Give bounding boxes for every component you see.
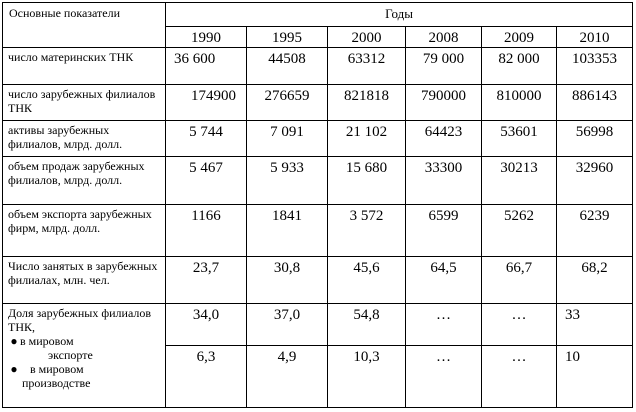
header-row-1: Основные показатели Годы <box>2 1 634 49</box>
cell-value: 64,5 <box>405 255 482 304</box>
table-row-share-production: 6,3 4,9 10,3 … … 10 <box>3 344 634 409</box>
cell-value: 53601 <box>481 120 557 158</box>
cell-value: 4,9 <box>246 344 328 409</box>
year-2010: 2010 <box>555 26 634 49</box>
row-label: число зарубежных филиалов ТНК <box>2 84 166 122</box>
table-row: число зарубежных филиалов ТНК 174900 276… <box>2 84 634 122</box>
cell-value: 37,0 <box>246 302 328 346</box>
cell-value: 44508 <box>246 47 328 86</box>
year-1990: 1990 <box>165 26 247 49</box>
cell-value: 5262 <box>481 204 557 257</box>
cell-value: 30,8 <box>246 255 328 304</box>
cell-value: 886143 <box>555 84 634 122</box>
cell-value: 6599 <box>405 204 482 257</box>
cell-value: 103353 <box>555 47 634 86</box>
cell-value: 3 572 <box>327 204 406 257</box>
cell-value: … <box>481 302 557 346</box>
cell-value: 821818 <box>327 84 406 122</box>
cell-value: 54,8 <box>327 302 406 346</box>
row-label: активы зарубежных филиалов, млрд. долл. <box>2 120 166 158</box>
years-header: Годы <box>164 1 634 28</box>
indicators-header: Основные показатели <box>2 1 166 49</box>
row-label: объем экспорта зарубежных фирм, млрд. до… <box>2 204 166 257</box>
cell-value: 33300 <box>405 156 482 206</box>
cell-value: 66,7 <box>481 255 557 304</box>
cell-value: 6239 <box>555 204 634 257</box>
cell-value: 23,7 <box>165 255 247 304</box>
table-row: объем экспорта зарубежных фирм, млрд. до… <box>2 204 634 257</box>
cell-value: … <box>481 344 557 409</box>
share-bullet-export: ● в мировом <box>8 334 162 348</box>
cell-value: 36 600 <box>165 47 247 86</box>
cell-value: 79 000 <box>405 47 482 86</box>
bullet-icon: ● <box>10 333 18 348</box>
cell-value: 6,3 <box>165 344 247 409</box>
cell-value: 5 467 <box>165 156 247 206</box>
cell-value: 810000 <box>481 84 557 122</box>
share-sub-production: производстве <box>22 375 91 390</box>
cell-value: 30213 <box>481 156 557 206</box>
cell-value: 34,0 <box>165 302 247 346</box>
cell-value: 790000 <box>405 84 482 122</box>
cell-value: 82 000 <box>481 47 557 86</box>
share-sub-export: экспорте <box>48 347 93 362</box>
cell-value: 64423 <box>405 120 482 158</box>
cell-value: 5 744 <box>165 120 247 158</box>
year-1995: 1995 <box>246 26 328 49</box>
share-label: Доля зарубежных филиалов ТНК, <box>8 305 152 334</box>
table-row: Число занятых в зарубежных филиалах, млн… <box>2 255 634 304</box>
row-label: число материнских ТНК <box>2 47 166 86</box>
header-row-years: 1990 1995 2000 2008 2009 2010 <box>3 26 634 49</box>
share-label-cell: Доля зарубежных филиалов ТНК, ● в мировом… <box>2 302 166 409</box>
cell-value: 15 680 <box>327 156 406 206</box>
cell-value: 7 091 <box>246 120 328 158</box>
cell-value: 5 933 <box>246 156 328 206</box>
cell-value: … <box>405 302 482 346</box>
table-row-share-export: Доля зарубежных филиалов ТНК, ● в мировом… <box>2 302 634 409</box>
cell-value: 21 102 <box>327 120 406 158</box>
row-label: объем продаж зарубежных филиалов, млрд. … <box>2 156 166 206</box>
cell-value: 1841 <box>246 204 328 257</box>
cell-value: 174900 <box>165 84 247 122</box>
share-bullet-production: ● в мировом <box>8 362 162 376</box>
cell-value: 68,2 <box>555 255 634 304</box>
cell-value: 10,3 <box>327 344 406 409</box>
table-row: объем продаж зарубежных филиалов, млрд. … <box>2 156 634 206</box>
table-row: число материнских ТНК 36 600 44508 63312… <box>2 47 634 86</box>
cell-value: 56998 <box>555 120 634 158</box>
cell-value: 276659 <box>246 84 328 122</box>
row-label: Число занятых в зарубежных филиалах, млн… <box>2 255 166 304</box>
year-2000: 2000 <box>327 26 406 49</box>
cell-value: 33 <box>555 302 634 346</box>
cell-value: … <box>405 344 482 409</box>
cell-value: 63312 <box>327 47 406 86</box>
cell-value: 10 <box>555 344 634 409</box>
cell-value: 45,6 <box>327 255 406 304</box>
year-2008: 2008 <box>405 26 482 49</box>
year-2009: 2009 <box>481 26 557 49</box>
cell-value: 32960 <box>555 156 634 206</box>
table-row: активы зарубежных филиалов, млрд. долл. … <box>2 120 634 158</box>
cell-value: 1166 <box>165 204 247 257</box>
bullet-icon: ● <box>10 361 18 376</box>
